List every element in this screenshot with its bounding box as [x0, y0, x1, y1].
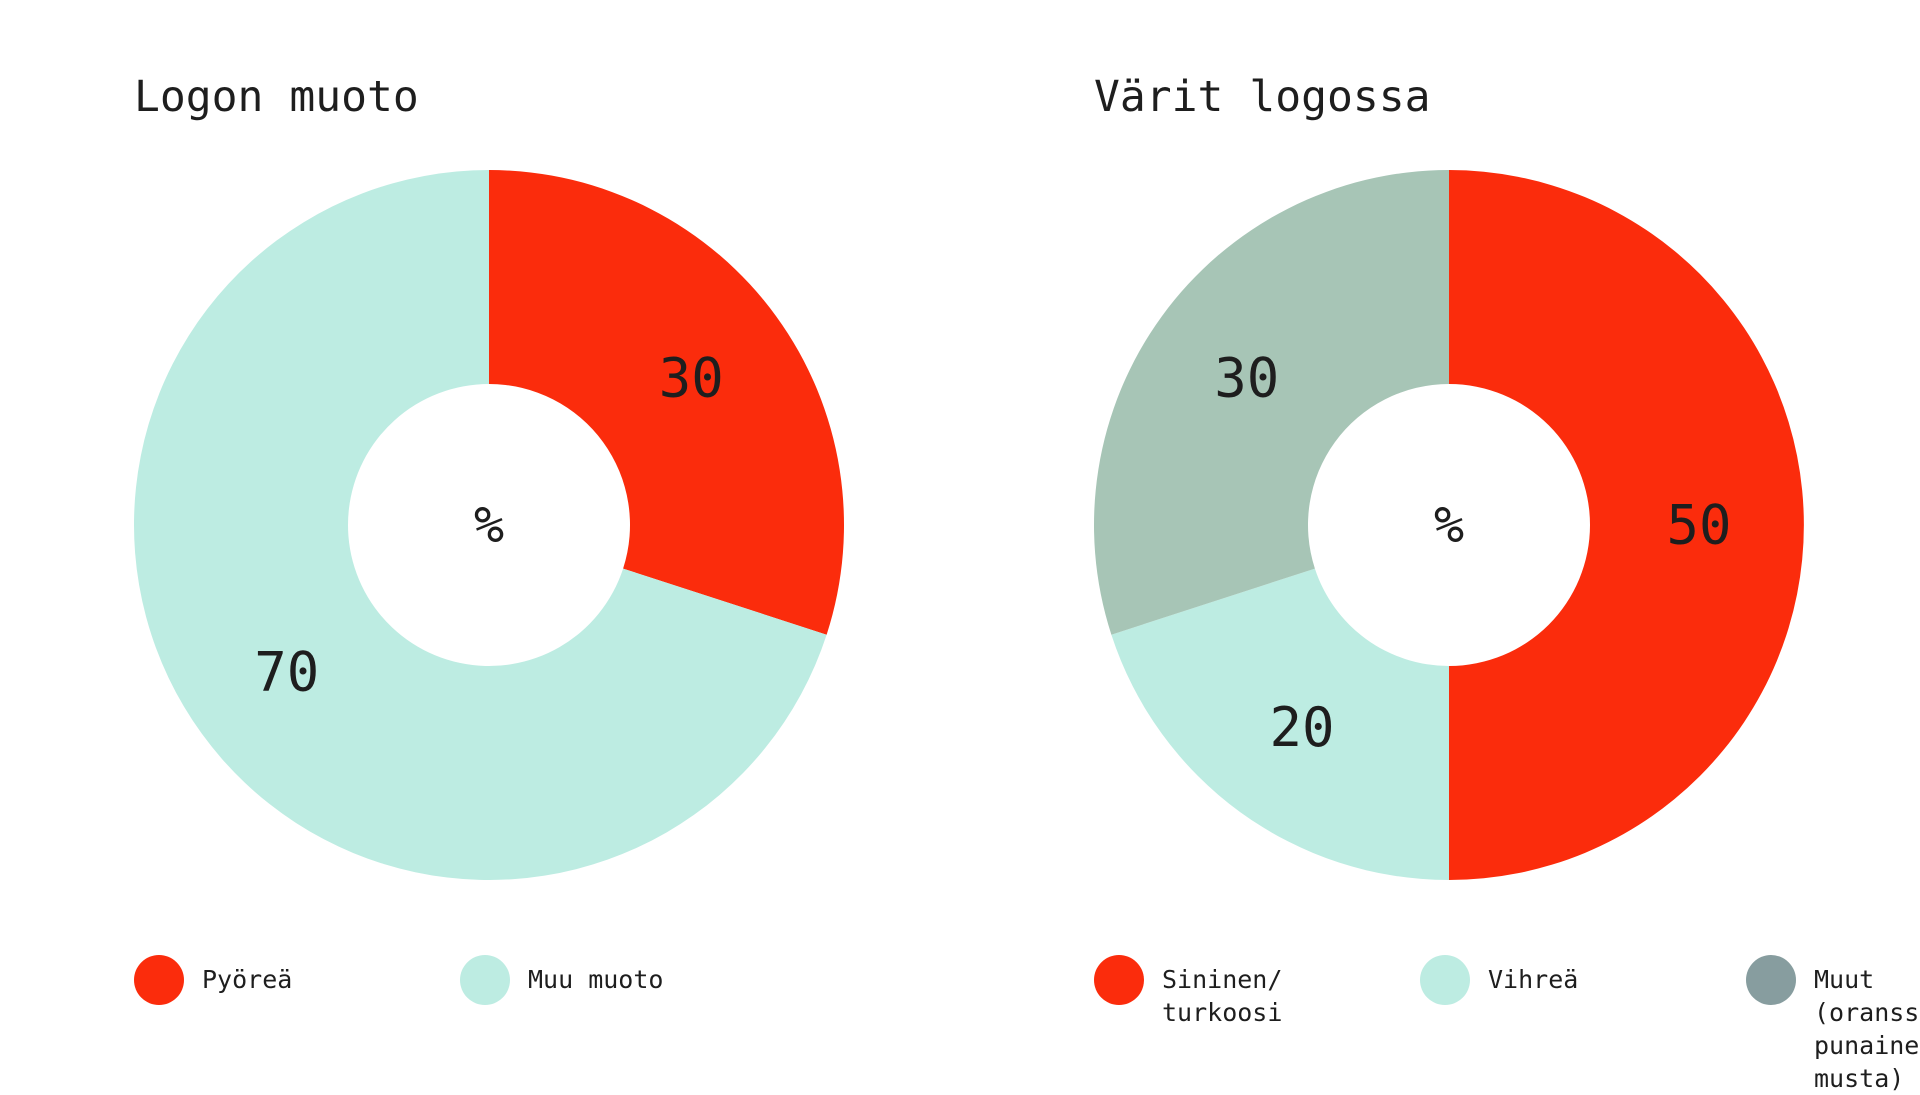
legend-swatch	[460, 955, 510, 1005]
legend-swatch	[134, 955, 184, 1005]
donut-chart: 50 20 30%	[1094, 170, 1804, 880]
legend-swatch	[1094, 955, 1144, 1005]
slice-value-label: 20	[1270, 696, 1335, 759]
legend-label: Pyöreä	[202, 965, 293, 994]
legend-label: Muu muoto	[528, 965, 664, 994]
legend-swatch	[1746, 955, 1796, 1005]
legend-item: Muut (oranssi, punainen, musta)	[1746, 955, 1920, 1095]
donut-chart: 30 70%	[134, 170, 844, 880]
slice-value-label: 30	[1214, 347, 1279, 410]
donut-slice	[134, 170, 827, 880]
legend-label: Sininen/ turkoosi	[1162, 965, 1283, 1027]
chart-title: Logon muoto	[134, 72, 419, 122]
legend-swatch	[1420, 955, 1470, 1005]
slice-value-label: 70	[254, 640, 319, 703]
donut-slice	[489, 170, 844, 635]
legend-item: Muu muoto	[460, 955, 738, 1005]
legend-item: Sininen/ turkoosi	[1094, 955, 1372, 1029]
legend: Sininen/ turkoosi Vihreä Muut (oranssi, pu…	[1094, 955, 1920, 1095]
donut-slice	[1449, 170, 1804, 880]
legend-item: Pyöreä	[134, 955, 412, 1005]
chart-title: Värit logossa	[1094, 72, 1431, 122]
center-unit-label: %	[474, 496, 504, 554]
donut-slice	[1094, 170, 1449, 635]
legend-item: Vihreä	[1420, 955, 1698, 1005]
legend: Pyöreä Muu muoto	[134, 955, 786, 1005]
legend-label: Muut (oranssi, punainen, musta)	[1814, 965, 1920, 1093]
donut-slice	[1111, 568, 1449, 880]
slice-value-label: 30	[659, 347, 724, 410]
legend-label: Vihreä	[1488, 965, 1579, 994]
center-unit-label: %	[1434, 496, 1464, 554]
slice-value-label: 50	[1666, 494, 1731, 557]
